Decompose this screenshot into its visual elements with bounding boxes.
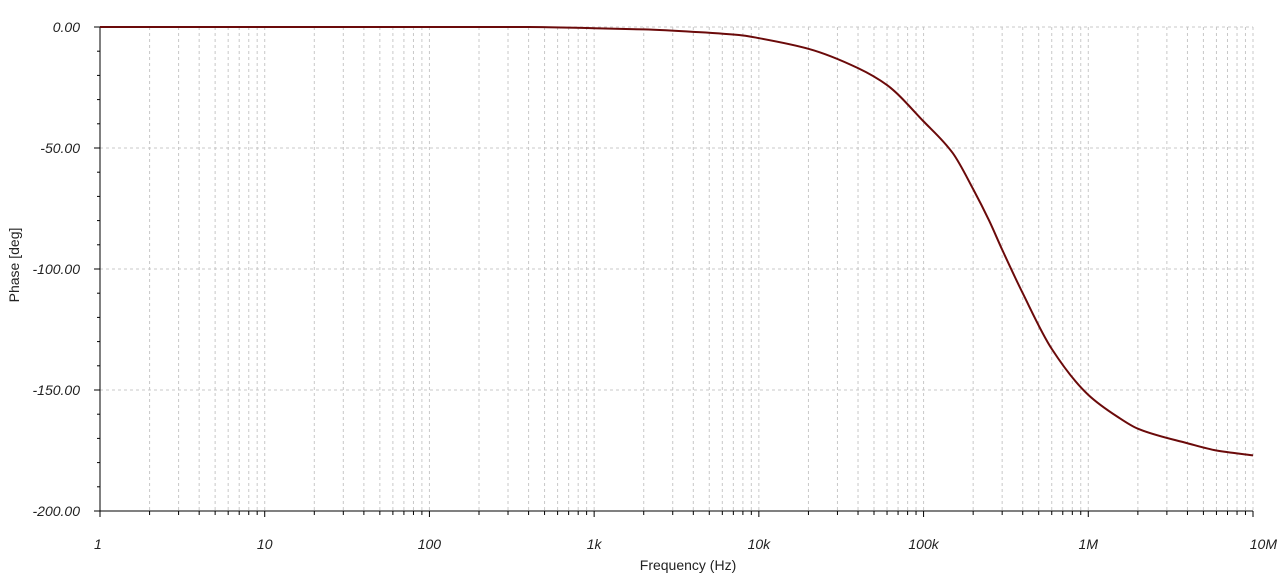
- x-axis-title: Frequency (Hz): [640, 557, 736, 573]
- y-tick-label: -200.00: [33, 503, 81, 519]
- phase-series-line: [99, 25, 1254, 457]
- y-tick-label: 0.00: [53, 19, 80, 35]
- x-tick-label: 1k: [587, 536, 603, 552]
- x-tick-labels: 1 10 100 1k 10k 100k 1M 10M: [94, 536, 1277, 552]
- axes: [94, 26, 1254, 517]
- x-tick-label: 100k: [908, 536, 939, 552]
- grid: [100, 26, 1254, 511]
- x-tick-label: 10M: [1250, 536, 1278, 552]
- y-tick-label: -150.00: [33, 382, 81, 398]
- x-tick-label: 100: [418, 536, 442, 552]
- x-tick-label: 1: [94, 536, 102, 552]
- x-tick-label: 10k: [748, 536, 772, 552]
- y-tick-label: -50.00: [40, 140, 80, 156]
- y-axis-title: Phase [deg]: [6, 228, 22, 303]
- x-tick-label: 10: [257, 536, 273, 552]
- y-tick-label: -100.00: [33, 261, 81, 277]
- y-tick-labels: 0.00 -50.00 -100.00 -150.00 -200.00: [33, 19, 81, 519]
- x-tick-label: 1M: [1079, 536, 1099, 552]
